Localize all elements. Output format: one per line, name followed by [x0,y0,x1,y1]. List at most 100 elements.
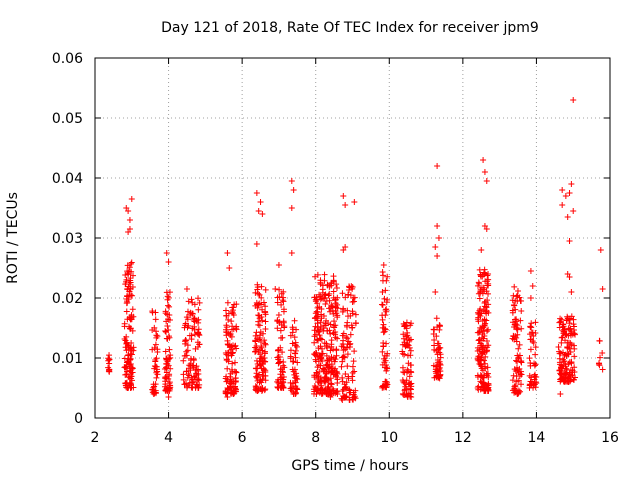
data-point [126,365,133,372]
data-point [233,345,240,352]
data-point [509,319,516,326]
data-point [339,374,346,381]
data-point [195,384,202,391]
data-point [180,376,187,383]
data-point [342,202,349,208]
data-point [332,304,339,311]
data-point [125,358,132,365]
data-point [229,350,236,357]
data-point [531,378,538,385]
data-point [312,273,319,280]
data-point [128,259,135,266]
x-tick-label: 10 [380,430,398,446]
data-point [380,262,387,268]
data-point [401,351,408,358]
data-point [228,378,235,385]
data-point [599,286,606,292]
data-point [277,371,284,378]
data-point [186,332,193,339]
data-point [257,339,264,346]
data-point [183,337,190,344]
data-point [400,320,407,327]
data-point [514,288,521,295]
data-point [195,295,202,302]
data-point [106,356,113,363]
data-point [274,376,281,383]
data-point [481,266,488,273]
data-point [222,307,229,314]
data-point [481,387,488,394]
data-point [485,276,492,283]
data-point [344,351,351,358]
data-point [352,311,359,318]
data-point [184,342,191,349]
data-point [152,316,159,323]
data-point [288,178,295,184]
data-point [347,340,354,347]
data-point [323,390,330,397]
data-point [181,381,188,388]
data-point [562,193,569,199]
data-point [566,369,573,376]
data-point [278,301,285,308]
data-point [435,359,442,366]
data-point [187,355,194,362]
data-point [150,391,157,397]
data-point [257,355,264,362]
data-point [192,366,199,373]
data-point [254,360,261,367]
data-point [323,361,330,368]
data-point [224,250,231,256]
y-tick-label: 0.05 [52,111,83,127]
data-point [405,368,412,375]
data-point [512,306,519,313]
data-point [191,315,198,322]
data-point [351,348,358,355]
data-point [509,307,516,314]
data-point [403,325,410,332]
data-point [327,330,334,337]
data-point [527,336,534,343]
data-point [513,293,520,300]
data-point [184,316,191,323]
data-point [400,391,407,398]
data-point [341,354,348,361]
data-point [165,259,172,265]
data-point [349,285,356,292]
data-point [562,363,569,370]
data-point [434,351,441,358]
data-point [152,356,159,363]
data-point [319,350,326,357]
data-point [480,157,487,163]
data-point [527,323,534,330]
data-point [125,229,132,235]
data-point [483,178,490,184]
data-point [222,390,229,397]
data-point [570,326,577,333]
data-point [153,334,160,341]
data-point [323,317,330,324]
data-point [379,383,386,390]
data-point [311,351,318,358]
y-tick-label: 0.02 [52,291,83,307]
data-point [227,373,234,380]
data-point [259,306,266,313]
data-point [380,343,387,350]
data-point [315,328,322,335]
data-point [315,362,322,369]
data-point [313,308,320,315]
data-point [572,331,579,338]
data-point [568,313,575,320]
data-point [475,386,482,393]
data-point [558,334,565,341]
data-point [342,294,349,301]
data-point [126,217,133,223]
data-point [566,274,573,280]
data-point [194,382,201,389]
data-point [379,348,386,355]
data-point [124,368,131,375]
data-point [320,313,327,320]
data-point [510,292,517,299]
data-point [318,351,325,358]
data-point [262,326,269,333]
